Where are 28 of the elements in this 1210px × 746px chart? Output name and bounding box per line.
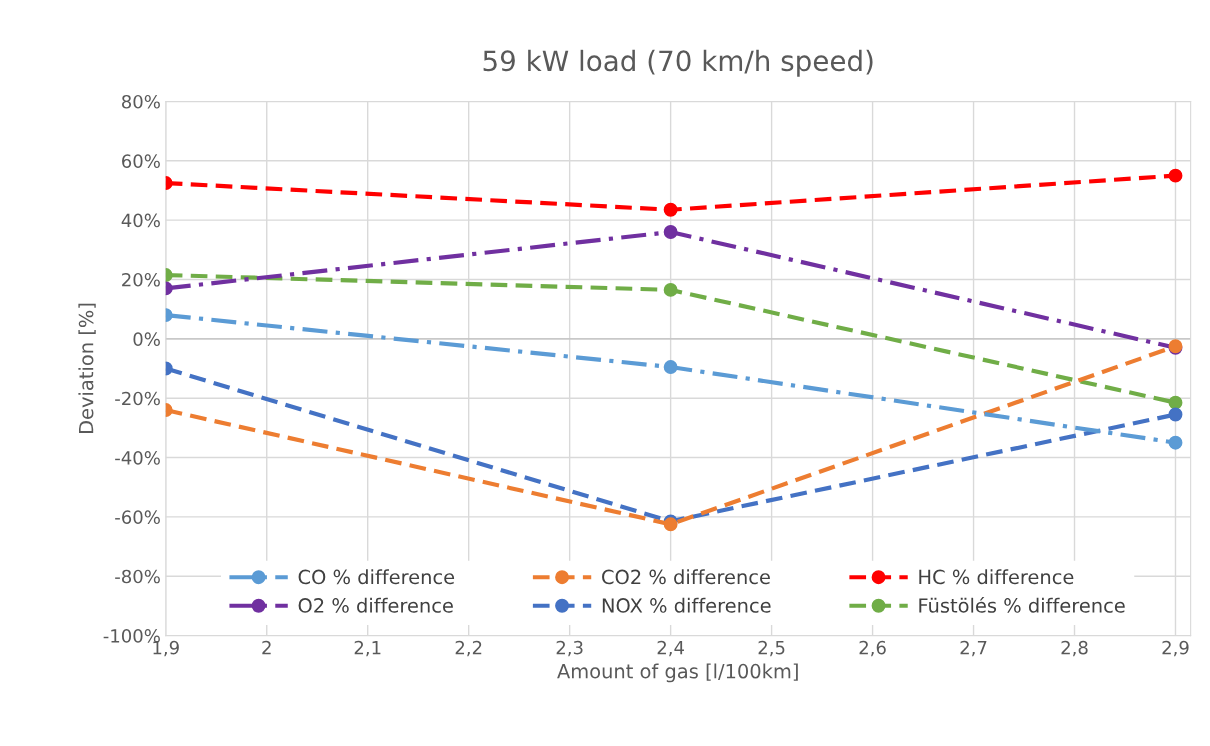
legend-label: NOX % difference [602,597,771,613]
y-tick-label: -40% [115,451,160,465]
legend-label: CO2 % difference [602,569,770,585]
x-tick-label: 2,1 [354,640,381,657]
x-tick-label: 2,5 [758,640,785,657]
x-tick-label: 2,9 [1162,640,1189,657]
legend-label: CO % difference [298,569,455,585]
x-tick-label: 2,6 [859,640,886,657]
legend-label: HC % difference [919,569,1074,585]
y-tick-label: -20% [115,391,160,406]
y-tick-label: -80% [115,569,160,584]
y-tick-label: -60% [115,510,160,525]
y-tick-label: 20% [122,272,160,287]
legend-label: Füstölés % difference [919,597,1125,613]
chart-title: 59 kW load (70 km/h speed) [483,49,873,77]
y-tick-label: 0% [133,332,160,346]
x-tick-label: 2,2 [455,640,482,657]
y-tick-label: 40% [121,213,160,228]
x-tick-label: 2,7 [960,640,987,657]
x-tick-label: 2,4 [657,640,684,657]
x-tick-label: 2 [262,640,271,655]
y-tick-label: 80% [122,94,160,109]
x-axis-title: Amount of gas [l/100km] [557,663,798,683]
y-tick-label: 60% [122,154,160,168]
legend-label: O2 % difference [298,597,453,613]
x-tick-label: 2,3 [556,640,583,657]
y-axis-title: Deviation [%] [78,303,96,434]
x-tick-label: 2,8 [1061,640,1088,657]
